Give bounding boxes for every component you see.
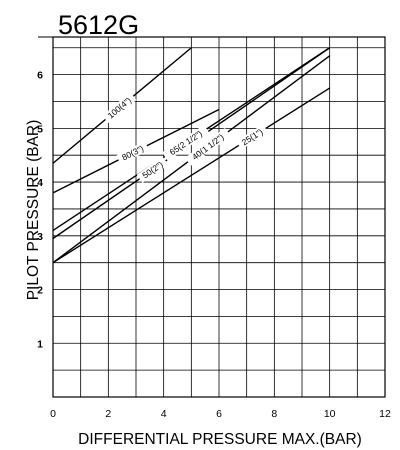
series-label-background — [102, 92, 137, 124]
series-label-group: 80(3") — [116, 141, 150, 165]
y-axis-label: PILOT PRESSURE (BAR) — [25, 120, 42, 301]
series-label: 50(2") — [140, 159, 165, 180]
x-tick-label: 12 — [379, 408, 391, 420]
y-tick-label: 1 — [37, 338, 43, 350]
series-labels: 100(4")80(3") 65(2 1/2")50(2")40(1 1/2") 2… — [102, 92, 269, 183]
series-label-group: 100(4") — [102, 92, 137, 124]
x-tick-label: 4 — [161, 408, 167, 420]
x-tick-label: 0 — [50, 408, 56, 420]
x-axis-label: DIFFERENTIAL PRESSURE MAX.(BAR) — [78, 431, 362, 448]
series-label-background — [184, 127, 231, 166]
series-label-background — [136, 156, 169, 183]
y-tick-label: 5 — [37, 123, 43, 135]
y-tick-label: 4 — [37, 177, 43, 189]
x-tick-label: 8 — [271, 408, 277, 420]
y-tick-label: 6 — [37, 70, 43, 82]
x-tick-label: 6 — [216, 408, 222, 420]
y-tick-label: 3 — [37, 231, 43, 243]
x-tick-label: 10 — [324, 408, 336, 420]
y-tick-label: 2 — [37, 285, 43, 297]
series-label: 25(1") — [240, 127, 265, 148]
series-label-background — [116, 141, 150, 165]
series-label: 100(4") — [106, 95, 134, 120]
grid — [53, 37, 385, 397]
series-label: 80(3") — [120, 143, 145, 162]
series-label-background — [236, 124, 269, 150]
series-label-background — [162, 124, 210, 161]
chart-title: 5612G — [58, 10, 139, 40]
series-line — [52, 87, 331, 264]
x-tick-label: 2 — [105, 408, 111, 420]
plot-frame — [52, 36, 386, 398]
